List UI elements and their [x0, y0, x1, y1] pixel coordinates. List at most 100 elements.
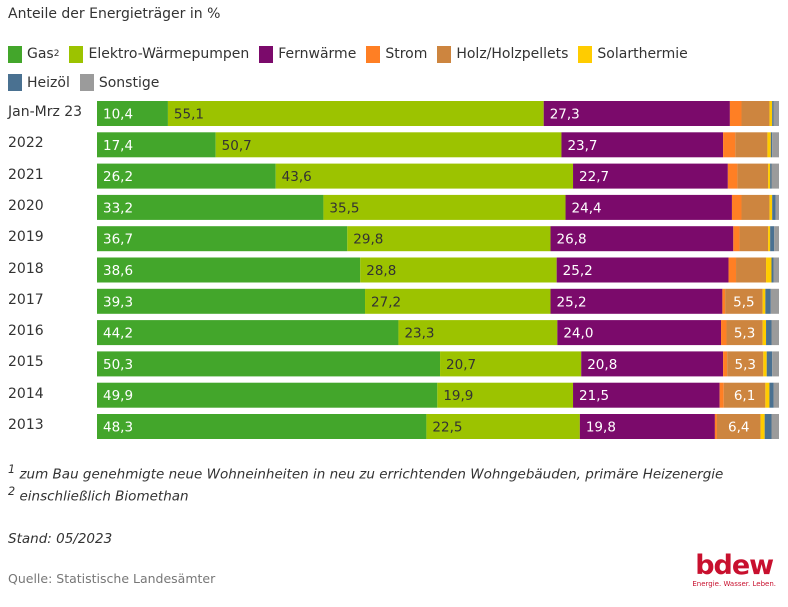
legend-label: Elektro-Wärmepumpen	[88, 46, 250, 62]
data-label: 26,8	[557, 232, 587, 248]
bar-segment-elektro-w-rmepumpen	[360, 257, 557, 283]
bar-segment-fernw-rme	[550, 288, 723, 314]
logo-tagline: Energie. Wasser. Leben.	[692, 580, 776, 588]
data-label: 55,1	[174, 107, 204, 123]
bar-segment-heiz-l	[769, 382, 774, 408]
bar-segment-strom	[714, 414, 717, 439]
data-label: 33,2	[103, 200, 133, 216]
bar-segment-gas	[97, 288, 366, 314]
legend-swatch	[437, 45, 452, 63]
bar-segment-solarthermie	[769, 101, 773, 126]
category-label: 2021	[8, 166, 44, 183]
footnote-1-marker: 1	[8, 463, 16, 476]
data-label: 43,6	[282, 169, 312, 185]
bar-segment-solarthermie	[762, 288, 766, 314]
data-label: 44,2	[103, 326, 133, 342]
bar-segment-fernw-rme	[573, 163, 728, 189]
category-label: 2013	[8, 417, 44, 433]
legend-label: Solarthermie	[597, 46, 688, 62]
legend-item-1: Elektro-Wärmepumpen	[69, 42, 249, 66]
bar-segment-sonstige	[770, 288, 779, 314]
bar-segment-gas	[97, 414, 427, 439]
bar-segment-solarthermie	[760, 414, 765, 439]
data-label: 27,2	[371, 294, 401, 310]
bar-segment-gas	[97, 132, 216, 158]
bar-segment-strom	[731, 194, 742, 220]
bar-segment-sonstige	[772, 351, 779, 377]
stand-date: Stand: 05/2023	[8, 531, 113, 547]
bar-segment-gas	[97, 382, 438, 408]
bar-segment-holz-holzpellets	[716, 414, 761, 439]
bar-segment-fernw-rme	[581, 351, 724, 377]
data-label: 5,5	[733, 294, 754, 310]
bar-segment-heiz-l	[770, 132, 773, 158]
data-label: 50,7	[222, 138, 252, 154]
data-label: 50,3	[103, 357, 133, 373]
bar-segment-fernw-rme	[543, 101, 730, 126]
data-label: 23,7	[567, 138, 597, 154]
legend-swatch	[8, 74, 22, 91]
legend-label: Holz/Holzpellets	[456, 46, 569, 62]
bar-segment-heiz-l	[766, 351, 773, 377]
data-label: 27,3	[550, 107, 580, 123]
data-label: 24,0	[563, 326, 593, 342]
bar-segment-sonstige	[771, 320, 779, 346]
data-label: 39,3	[103, 294, 133, 310]
legend-label: Strom	[385, 46, 428, 62]
bar-segment-solarthermie	[767, 132, 771, 158]
legend-label: Fernwärme	[278, 46, 357, 62]
bar-segment-heiz-l	[772, 101, 774, 126]
bar-segment-sonstige	[775, 194, 779, 220]
bar-segment-gas	[97, 101, 168, 126]
category-label: 2015	[8, 354, 44, 371]
data-label: 17,4	[103, 138, 133, 154]
data-label: 49,9	[103, 388, 133, 404]
bar-segment-elektro-w-rmepumpen	[440, 351, 582, 377]
bar-segment-elektro-w-rmepumpen	[347, 226, 551, 252]
bar-segment-holz-holzpellets	[735, 132, 768, 158]
legend-item-4: Holz/Holzpellets	[437, 42, 568, 66]
bar-segment-elektro-w-rmepumpen	[398, 320, 558, 346]
footnote-2: 2 einschließlich Biomethan	[8, 485, 189, 505]
bar-segment-gas	[97, 320, 399, 346]
bar-segment-strom	[729, 101, 742, 126]
bar-segment-holz-holzpellets	[737, 163, 769, 189]
category-label: Jan-Mrz 23	[8, 104, 83, 120]
bar-segment-sonstige	[772, 132, 779, 158]
bar-segment-holz-holzpellets	[741, 101, 770, 126]
legend-swatch	[259, 45, 274, 63]
data-label: 23,3	[404, 326, 434, 342]
legend-swatch	[366, 45, 381, 63]
bar-segment-fernw-rme	[550, 226, 734, 252]
bar-segment-sonstige	[771, 163, 779, 189]
bar-segment-solarthermie	[763, 351, 767, 377]
bar-segment-solarthermie	[768, 226, 771, 252]
bar-segment-elektro-w-rmepumpen	[275, 163, 574, 189]
bar-segment-elektro-w-rmepumpen	[426, 414, 580, 439]
data-label: 22,5	[432, 420, 462, 436]
legend-swatch	[8, 45, 22, 63]
bar-segment-heiz-l	[766, 320, 772, 346]
data-label: 6,4	[728, 420, 749, 436]
legend-item-2: Fernwärme	[259, 42, 356, 66]
bar-segment-solarthermie	[762, 320, 767, 346]
data-label: 38,6	[103, 263, 133, 279]
legend-item-6: Heizöl	[8, 71, 70, 95]
bar-segment-elektro-w-rmepumpen	[365, 288, 551, 314]
data-label: 24,4	[572, 200, 602, 216]
legend-item-5: Solarthermie	[578, 42, 688, 66]
bar-segment-strom	[719, 382, 724, 408]
footnote-1: 1 zum Bau genehmigte neue Wohneinheiten …	[8, 463, 723, 483]
bar-segment-solarthermie	[768, 163, 771, 189]
category-label: 2019	[8, 229, 44, 246]
bar-segment-gas	[97, 163, 276, 189]
data-label: 5,3	[734, 357, 755, 373]
data-label: 48,3	[103, 420, 133, 436]
bar-segment-fernw-rme	[579, 414, 715, 439]
bar-segment-heiz-l	[770, 226, 775, 252]
bar-segment-holz-holzpellets	[739, 226, 769, 252]
bar-segment-gas	[97, 194, 324, 220]
legend-swatch	[69, 45, 84, 63]
data-label: 20,8	[587, 357, 617, 373]
bar-segment-heiz-l	[765, 288, 771, 314]
